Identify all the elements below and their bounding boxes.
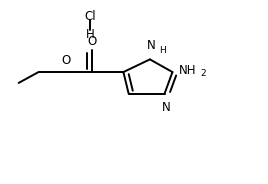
Text: N: N bbox=[161, 101, 170, 114]
Text: 2: 2 bbox=[201, 69, 206, 78]
Text: N: N bbox=[147, 40, 156, 52]
Text: O: O bbox=[61, 54, 70, 67]
Text: Cl: Cl bbox=[84, 10, 96, 23]
Text: H: H bbox=[159, 46, 166, 55]
Text: H: H bbox=[86, 28, 95, 40]
Text: O: O bbox=[87, 35, 96, 48]
Text: NH: NH bbox=[179, 64, 197, 77]
